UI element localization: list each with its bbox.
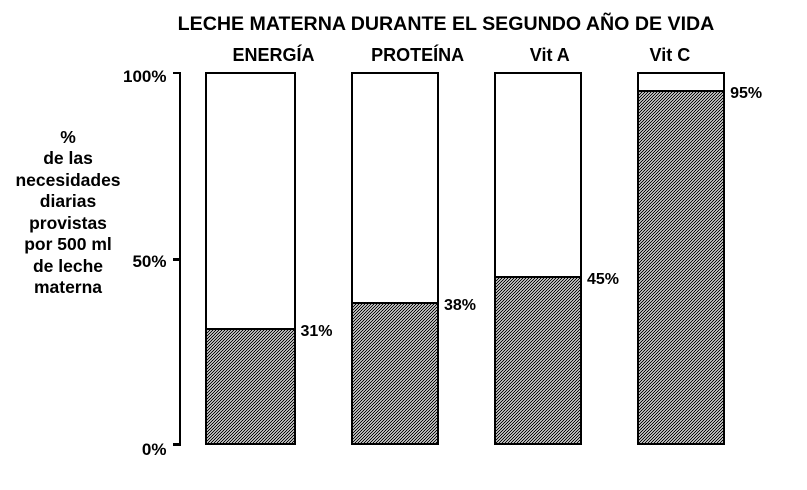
y-tick-label-0: 0% [141,440,167,460]
hatch-texture [207,329,294,444]
bar-fill-PROTEÍNA [352,301,438,444]
value-label-PROTEÍNA: 38% [444,296,477,314]
value-label-ENERGÍA: 31% [300,322,333,340]
column-label-Vit C: Vit C [649,44,691,65]
bar-Vit C [636,71,726,446]
value-label-Vit A: 45% [587,270,620,288]
y-tick-0 [172,443,182,446]
y-axis-label: % de las necesidades diarias provistas p… [15,126,121,298]
bar-fill-ENERGÍA [207,327,294,444]
bar-ENERGÍA [205,71,296,446]
y-tick-50 [172,258,182,261]
value-label-Vit C: 95% [730,84,763,102]
chart-title: LECHE MATERNA DURANTE EL SEGUNDO AÑO DE … [177,12,715,35]
column-label-ENERGÍA: ENERGÍA [232,44,315,65]
y-tick-label-100: 100% [123,67,167,87]
bar-Vit A [494,71,583,446]
hatch-texture [496,277,581,444]
column-label-PROTEÍNA: PROTEÍNA [371,44,465,65]
column-label-Vit A: Vit A [529,44,570,65]
bar-fill-Vit C [638,89,724,444]
bar-PROTEÍNA [350,71,440,446]
bar-fill-Vit A [496,275,581,444]
y-tick-100 [172,71,182,75]
hatch-texture [352,303,438,444]
y-tick-label-50: 50% [132,252,167,272]
hatch-texture [638,91,724,444]
